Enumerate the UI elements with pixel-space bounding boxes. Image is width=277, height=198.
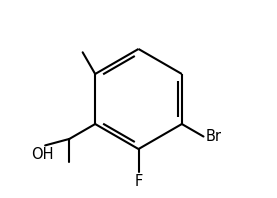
Text: F: F [134,174,143,189]
Text: Br: Br [206,129,221,144]
Text: OH: OH [31,147,53,162]
